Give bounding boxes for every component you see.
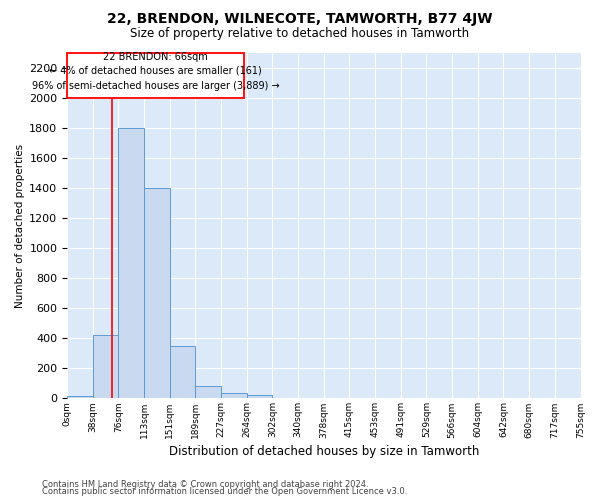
Text: 22 BRENDON: 66sqm: 22 BRENDON: 66sqm <box>103 52 208 62</box>
FancyBboxPatch shape <box>67 52 244 98</box>
Bar <box>144 188 170 398</box>
Bar <box>247 396 272 398</box>
Bar <box>221 393 247 398</box>
Bar <box>67 396 93 398</box>
Y-axis label: Number of detached properties: Number of detached properties <box>15 144 25 308</box>
Text: 22, BRENDON, WILNECOTE, TAMWORTH, B77 4JW: 22, BRENDON, WILNECOTE, TAMWORTH, B77 4J… <box>107 12 493 26</box>
Text: 96% of semi-detached houses are larger (3,889) →: 96% of semi-detached houses are larger (… <box>32 81 280 91</box>
Bar <box>93 335 118 398</box>
Text: Size of property relative to detached houses in Tamworth: Size of property relative to detached ho… <box>130 28 470 40</box>
Text: ← 4% of detached houses are smaller (161): ← 4% of detached houses are smaller (161… <box>49 66 262 76</box>
X-axis label: Distribution of detached houses by size in Tamworth: Distribution of detached houses by size … <box>169 444 479 458</box>
Bar <box>170 346 196 399</box>
Text: Contains HM Land Registry data © Crown copyright and database right 2024.: Contains HM Land Registry data © Crown c… <box>42 480 368 489</box>
Bar <box>196 386 221 398</box>
Text: Contains public sector information licensed under the Open Government Licence v3: Contains public sector information licen… <box>42 487 407 496</box>
Bar <box>118 128 144 398</box>
